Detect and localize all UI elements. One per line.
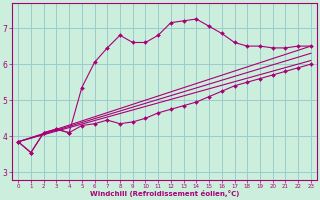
X-axis label: Windchill (Refroidissement éolien,°C): Windchill (Refroidissement éolien,°C): [90, 190, 239, 197]
